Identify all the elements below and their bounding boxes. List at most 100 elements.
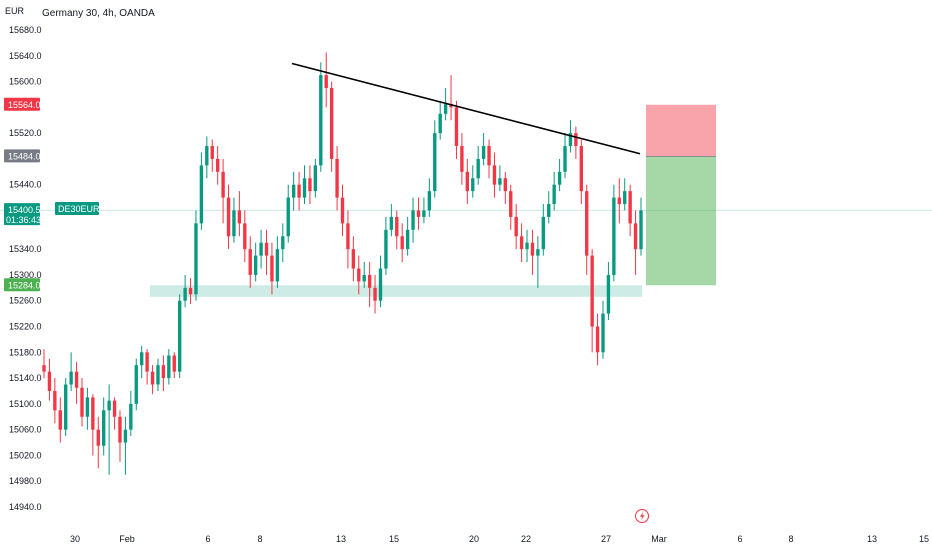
candle-body — [297, 184, 301, 198]
candle-body — [313, 165, 318, 192]
candle-body — [53, 390, 57, 411]
candle-body — [628, 191, 632, 224]
lightning-icon[interactable] — [635, 509, 649, 523]
candle-body — [107, 400, 111, 411]
candle-body — [123, 429, 128, 443]
candle-body — [541, 216, 545, 250]
price-badge-label: 15400.5 — [8, 205, 41, 215]
candle-body — [259, 242, 263, 256]
candle-body — [525, 242, 529, 250]
candle-body — [69, 371, 73, 385]
support-zone[interactable] — [150, 285, 642, 297]
candle-body — [346, 223, 350, 250]
candle-body — [623, 191, 627, 205]
candle-body — [612, 197, 616, 275]
candle-body — [308, 178, 312, 192]
candle-body — [351, 249, 356, 269]
candle-body — [226, 197, 231, 237]
candle-body — [438, 113, 442, 134]
candle-body — [270, 255, 274, 282]
candle-body — [530, 242, 535, 256]
candle-body — [74, 371, 79, 388]
candle-body — [188, 287, 193, 295]
candle-body — [215, 158, 220, 172]
price-badge — [4, 203, 40, 226]
y-tick-label: 15300.0 — [9, 270, 42, 280]
candle-body — [373, 287, 377, 301]
candle-body — [389, 216, 394, 230]
x-tick-label: 8 — [788, 534, 793, 544]
candle-body — [210, 146, 214, 159]
y-tick-label: 15100.0 — [9, 399, 42, 409]
candle-body — [129, 403, 133, 430]
candle-body — [291, 184, 296, 198]
candle-body — [286, 197, 290, 237]
y-tick-label: 14940.0 — [9, 502, 42, 512]
candle-body — [601, 313, 605, 353]
chart-title: Germany 30, 4h, OANDA — [42, 8, 155, 19]
x-tick-label: 22 — [521, 534, 531, 544]
candle-body — [454, 107, 459, 147]
x-tick-label: 20 — [469, 534, 479, 544]
y-tick-label: 15600.0 — [9, 77, 42, 87]
candle-body — [183, 287, 187, 301]
x-tick-label: 15 — [389, 534, 399, 544]
candle-body — [253, 255, 258, 275]
candle-body — [606, 274, 611, 314]
candle-body — [465, 171, 470, 192]
time-axis[interactable]: 30 Feb 6 8 13 15 20 22 27 Mar 6 8 13 15 — [70, 534, 929, 544]
price-badge-label: 15284.0 — [8, 280, 41, 290]
candle-body — [156, 365, 160, 385]
take-profit-zone[interactable] — [646, 156, 716, 286]
candle-body — [568, 133, 573, 147]
candle-body — [161, 365, 166, 379]
candles-layer — [42, 52, 643, 475]
price-badge-label: 15484.0 — [8, 151, 41, 161]
candle-body — [536, 249, 540, 256]
symbol-badge: DE30EUR — [55, 202, 100, 215]
candle-body — [509, 191, 513, 217]
x-tick-label: 27 — [601, 534, 611, 544]
currency-label: EUR — [5, 6, 25, 16]
price-axis[interactable]: 15680.0 15640.0 15600.0 15520.0 15440.0 15340… — [4, 25, 42, 512]
candle-body — [487, 146, 491, 166]
candle-body — [492, 165, 497, 185]
y-tick-label: 15340.0 — [9, 244, 42, 254]
x-tick-label: 15 — [919, 534, 929, 544]
stop-loss-zone[interactable] — [646, 104, 716, 157]
x-tick-label: 6 — [205, 534, 210, 544]
x-tick-label: Mar — [651, 534, 667, 544]
candle-body — [574, 133, 578, 147]
y-tick-label: 15440.0 — [9, 180, 42, 190]
candle-body — [422, 210, 426, 217]
candle-body — [264, 242, 269, 256]
candle-body — [362, 274, 366, 282]
candle-body — [167, 355, 171, 379]
y-tick-label: 15060.0 — [9, 425, 42, 435]
x-tick-label: 30 — [70, 534, 80, 544]
candle-body — [96, 429, 100, 446]
candle-body — [378, 268, 383, 301]
candle-body — [302, 178, 307, 198]
resistance-trendline[interactable] — [291, 62, 641, 155]
candle-body — [118, 416, 122, 443]
y-tick-label: 15020.0 — [9, 450, 42, 460]
x-tick-label: 8 — [257, 534, 262, 544]
candle-body — [427, 191, 432, 211]
candle-body — [42, 365, 46, 372]
countdown-label: 01:36:43 — [6, 215, 41, 225]
candle-body — [237, 210, 242, 224]
price-badge — [4, 97, 40, 111]
candle-body — [140, 352, 144, 366]
candle-body — [357, 268, 361, 282]
candle-body — [590, 255, 594, 327]
candle-body — [405, 229, 410, 250]
candle-body — [80, 387, 84, 417]
x-tick-label: 6 — [737, 534, 742, 544]
candle-body — [411, 210, 415, 230]
candle-body — [281, 236, 285, 250]
candle-body — [275, 249, 280, 282]
candle-body — [395, 216, 399, 237]
